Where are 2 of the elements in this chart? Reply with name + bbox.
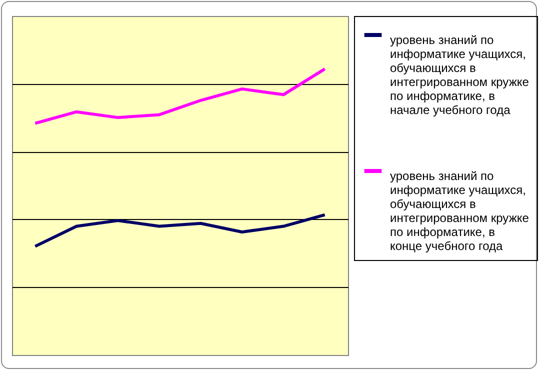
legend-label: уровень знаний по информатике учащихся, обучающихся в интегрированном кружке по информатике, в начале учебного года [390,33,530,117]
legend-label: уровень знаний по информатике учащихся, обучающихся в интегрированном кружке по информатике, в конце учебного года [390,169,530,253]
